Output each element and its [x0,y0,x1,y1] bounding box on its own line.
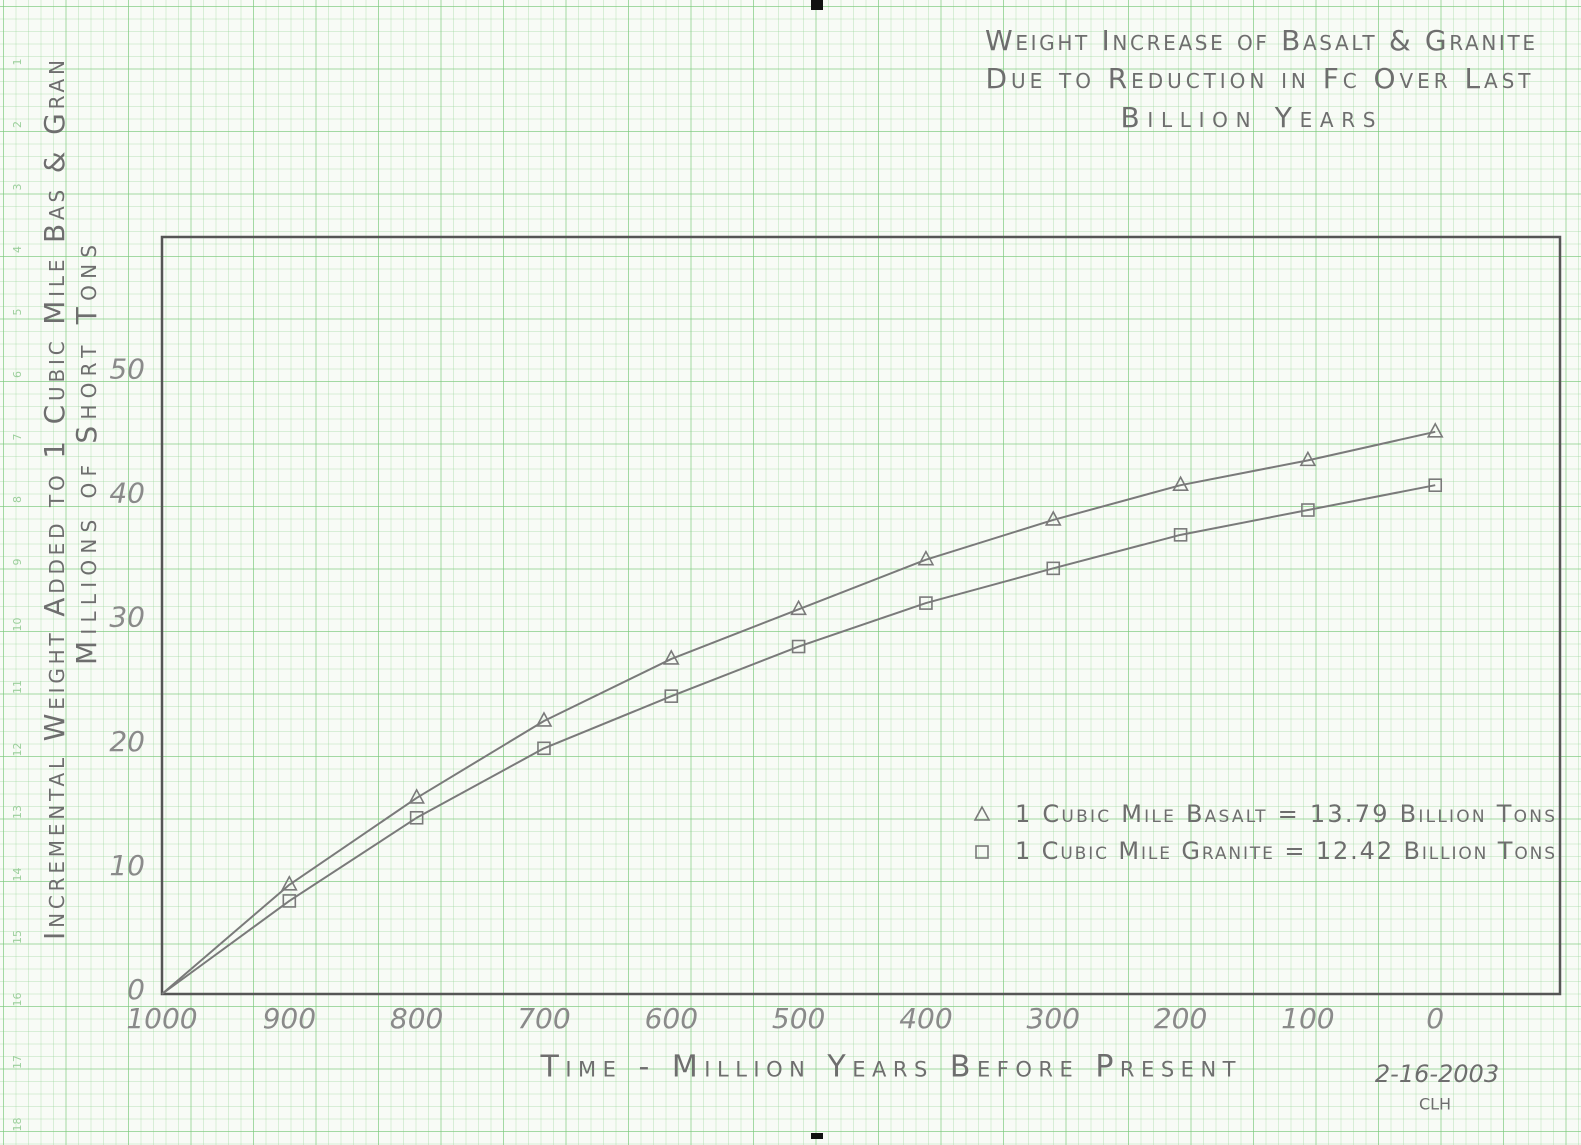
x-tick-label: 200 [1154,1002,1207,1035]
point-marker [791,639,806,654]
paper-row-number: 4 [11,246,24,253]
y-tick-label: 50 [109,353,145,386]
paper-row-number: 14 [11,868,24,882]
legend-marker [975,845,989,859]
series-line [161,430,1436,995]
x-tick-label: 600 [645,1002,698,1035]
y-tick-label: 40 [109,477,145,510]
paper-row-number: 16 [11,993,24,1007]
point-marker [1046,561,1061,576]
point-marker [282,894,297,908]
x-tick-label: 300 [1027,1002,1080,1035]
paper-row-number: 17 [11,1055,24,1069]
paper-row-number: 8 [11,496,24,503]
point-marker [535,711,553,727]
point-marker [280,875,298,891]
x-tick-label: 700 [517,1002,570,1035]
point-marker [1172,475,1189,491]
point-marker [664,689,679,703]
x-axis-label: Time - Million Years Before Present [540,1050,1236,1085]
point-marker [662,649,680,665]
paper-row-number: 1 [11,59,24,66]
paper-row-number: 6 [11,371,24,378]
point-marker [408,788,425,804]
x-tick-label: 400 [899,1002,952,1035]
chart-title: Due to Reduction in Fc Over Last [986,62,1532,95]
annotation: CLH [1419,1095,1451,1114]
legend-label: 1 Cubic Mile Granite = 12.42 Billion Ton… [1015,837,1555,865]
point-marker [1428,478,1443,492]
point-marker [537,741,551,756]
point-marker [1173,528,1188,542]
x-tick-label: 900 [263,1002,316,1035]
point-marker [1299,450,1317,467]
chart-title: Billion Years [1121,101,1376,134]
paper-row-number: 7 [11,434,24,441]
point-marker [790,599,807,616]
point-marker [1044,510,1062,526]
y-axis-label: Incremental Weight Added to 1 Cubic Mile… [38,60,71,940]
point-marker [409,810,424,825]
y-axis-label: Millions of Short Tons [70,245,103,665]
x-tick-label: 500 [772,1002,825,1035]
paper-row-number: 12 [11,743,24,757]
y-tick-label: 30 [109,601,145,634]
x-tick-label: 800 [390,1002,443,1035]
paper-row-number: 3 [11,184,24,191]
paper-row-number: 2 [11,121,24,128]
paper-row-number: 5 [11,309,24,316]
x-tick-label: 100 [1281,1002,1334,1035]
paper-row-number: 9 [11,559,24,566]
plot-frame [160,235,1562,996]
annotation: 2-16-2003 [1375,1060,1499,1088]
scan-mark [811,0,823,10]
paper-row-number: 10 [11,618,24,632]
y-tick-label: 10 [109,849,145,882]
scan-mark [811,1133,823,1139]
paper-row-number: 18 [11,1118,24,1132]
x-tick-label: 0 [1426,1002,1444,1035]
legend-label: 1 Cubic Mile Basalt = 13.79 Billion Tons [1015,800,1555,828]
paper-row-number: 11 [11,680,24,694]
y-tick-label: 20 [109,725,145,758]
series-line [161,484,1436,995]
y-tick-label: 0 [127,973,145,1006]
point-marker [917,549,935,566]
point-marker [1426,422,1444,438]
legend-marker [973,805,991,821]
x-tick-label: 1000 [126,1002,197,1035]
chart-title: Weight Increase of Basalt & Granite [985,24,1535,57]
point-marker [1301,503,1315,517]
point-marker [919,596,933,610]
paper-row-number: 13 [11,805,24,819]
paper-row-number: 15 [11,930,24,944]
